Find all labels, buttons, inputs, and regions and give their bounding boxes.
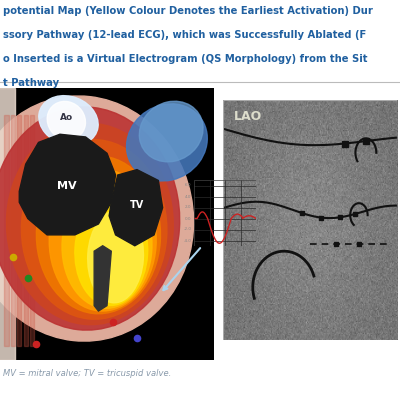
Bar (30, 115, 34, 346)
Bar (4, 115, 8, 346)
Text: o Inserted is a Virtual Electrogram (QS Morphology) from the Sit: o Inserted is a Virtual Electrogram (QS … (3, 54, 368, 64)
Text: MV: MV (56, 181, 76, 191)
Ellipse shape (36, 156, 160, 314)
Text: 6.0: 6.0 (185, 184, 192, 188)
Ellipse shape (62, 183, 152, 308)
Text: 4.0: 4.0 (185, 194, 192, 198)
Text: 2.0: 2.0 (185, 206, 192, 210)
Bar (11, 115, 15, 346)
Text: 0.0: 0.0 (185, 216, 192, 220)
Ellipse shape (0, 96, 194, 341)
Ellipse shape (49, 170, 156, 311)
Text: t Pathway: t Pathway (3, 78, 59, 88)
Text: TV: TV (130, 200, 144, 210)
Text: potential Map (Yellow Colour Denotes the Earliest Activation) Dur: potential Map (Yellow Colour Denotes the… (3, 6, 373, 16)
Text: -2.0: -2.0 (184, 228, 192, 232)
Text: LAO: LAO (234, 110, 262, 122)
Polygon shape (94, 246, 111, 311)
Ellipse shape (6, 123, 173, 325)
Ellipse shape (47, 102, 86, 140)
Bar (17, 115, 22, 346)
Ellipse shape (126, 104, 207, 181)
Polygon shape (19, 134, 116, 235)
Ellipse shape (0, 107, 180, 330)
Ellipse shape (75, 197, 148, 306)
Text: MV = mitral valve; TV = tricuspid valve.: MV = mitral valve; TV = tricuspid valve. (3, 369, 172, 378)
Ellipse shape (39, 96, 98, 146)
Ellipse shape (22, 140, 167, 319)
Text: -4.0: -4.0 (184, 238, 192, 242)
Bar (24, 115, 28, 346)
Text: Ao: Ao (60, 114, 73, 122)
Text: ssory Pathway (12-lead ECG), which was Successfully Ablated (F: ssory Pathway (12-lead ECG), which was S… (3, 30, 366, 40)
Ellipse shape (139, 101, 203, 162)
Ellipse shape (88, 210, 144, 303)
Bar (0, 88, 15, 360)
Polygon shape (109, 170, 163, 246)
